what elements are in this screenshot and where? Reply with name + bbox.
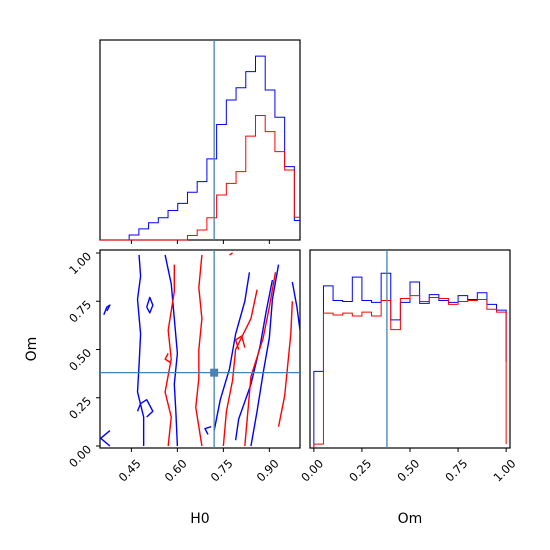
contour-blue-line-3 xyxy=(234,279,274,441)
om-series-blue-histogram xyxy=(313,272,507,448)
contour-blue-line-0 xyxy=(136,254,145,446)
contour-lines-group xyxy=(100,252,300,447)
contour-truth-marker xyxy=(210,368,219,377)
contour-red-line-2 xyxy=(222,289,258,447)
contour-red-line-4 xyxy=(277,301,294,427)
contour-red-line-5 xyxy=(234,335,246,350)
contour-blue-line-2 xyxy=(213,272,251,431)
contour-blue-line-1 xyxy=(164,254,179,447)
h0-histogram-x-ticks xyxy=(130,240,270,244)
contour-blue-line-10 xyxy=(291,281,300,331)
contour-blue-line-7 xyxy=(146,296,154,314)
contour-red-line-1 xyxy=(195,254,203,447)
contour-blue-line-9 xyxy=(204,426,212,435)
h0-series-red-histogram xyxy=(100,115,300,241)
om-axis-label: Om xyxy=(398,511,423,527)
om-y-axis-label: Om xyxy=(24,337,40,362)
contour-red-line-6 xyxy=(164,353,172,364)
contour-blue-line-5 xyxy=(100,430,111,447)
contour-blue-line-4 xyxy=(250,264,280,447)
h0-series-blue-histogram xyxy=(100,55,300,241)
h0-histogram-panel xyxy=(99,39,301,244)
om-series-red-histogram xyxy=(313,295,507,448)
contour-red-line-7 xyxy=(229,252,233,256)
contour-blue-line-8 xyxy=(136,398,154,418)
contour-red-line-3 xyxy=(244,272,277,447)
contour-blue-line-6 xyxy=(103,304,111,316)
h0-histogram-frame xyxy=(99,39,301,241)
h0-axis-label: H0 xyxy=(190,511,209,527)
contour-red-line-0 xyxy=(164,264,176,447)
